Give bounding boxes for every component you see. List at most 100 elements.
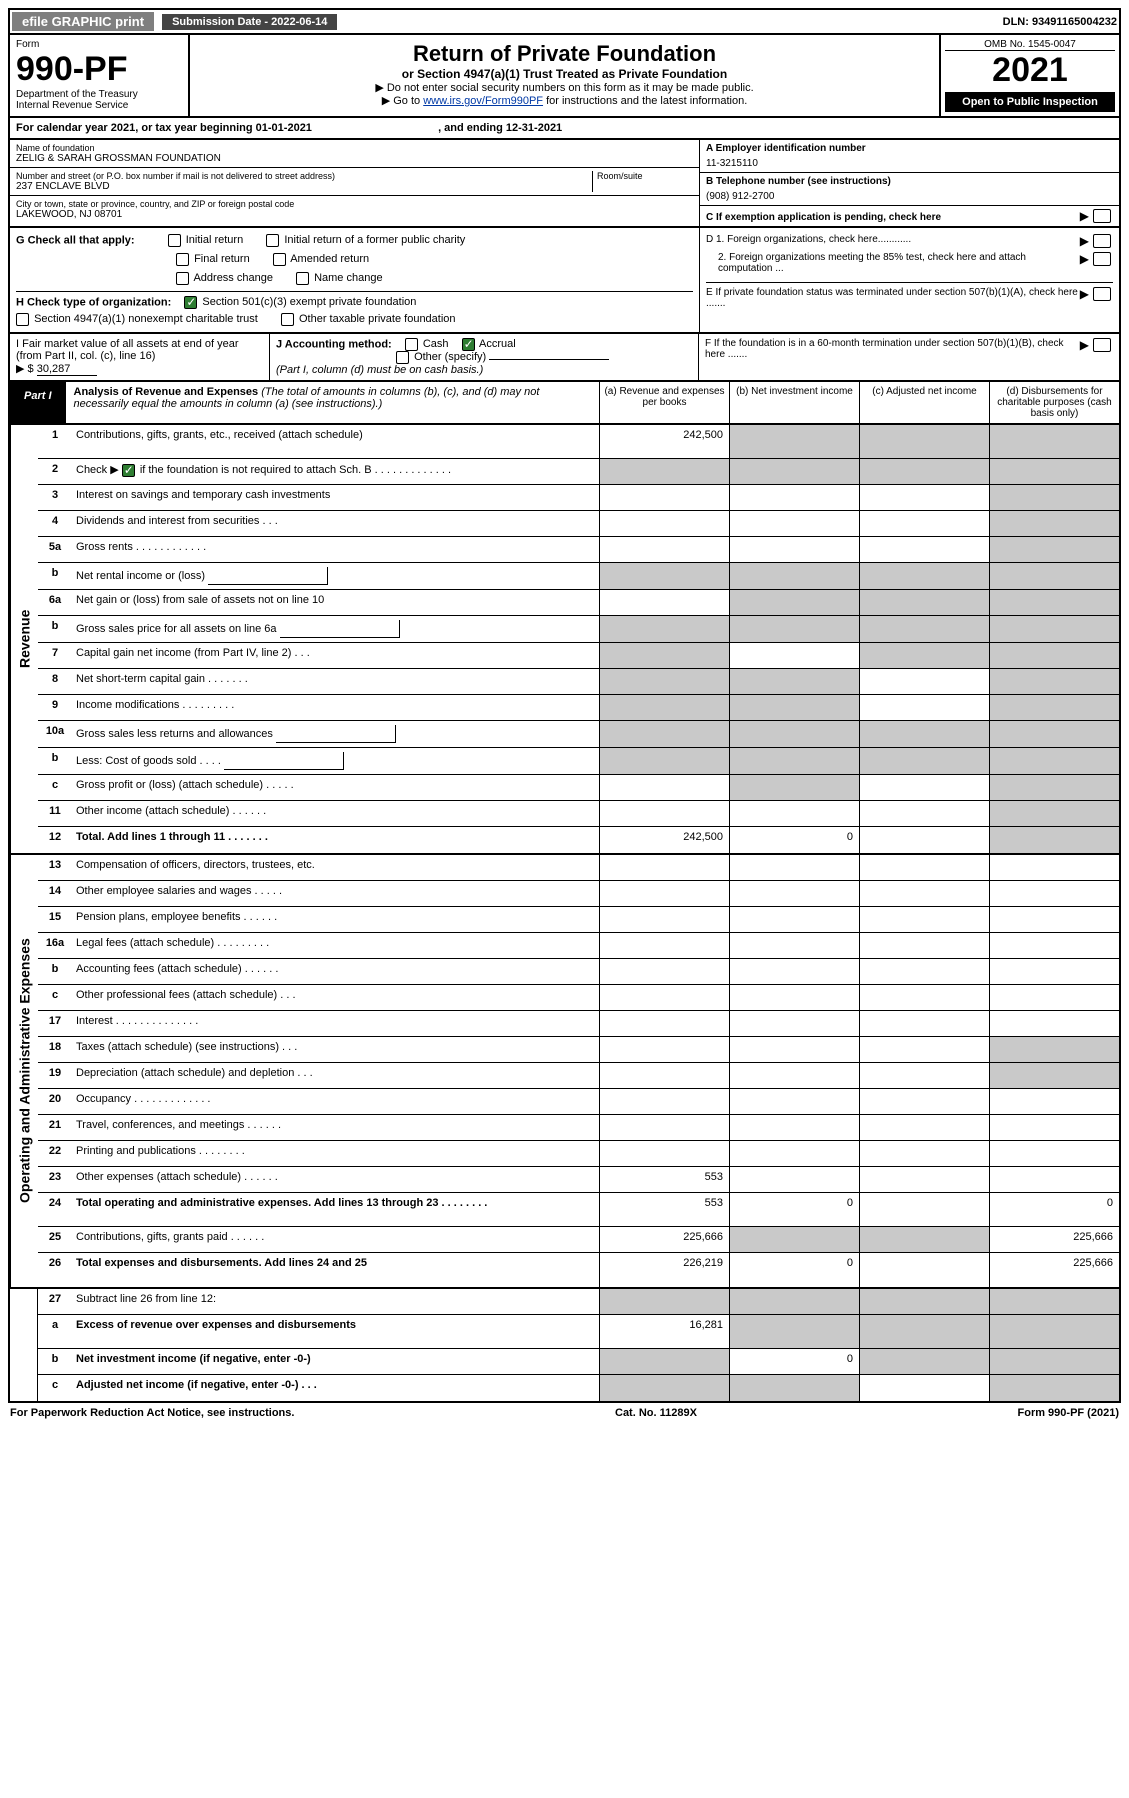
label: Printing and publications . . . . . . . … xyxy=(72,1141,599,1166)
d2-checkbox[interactable] xyxy=(1093,252,1111,266)
form-header: Form 990-PF Department of the Treasury I… xyxy=(8,35,1121,118)
label: Subtract line 26 from line 12: xyxy=(72,1289,599,1314)
cell-d xyxy=(989,1089,1119,1114)
label: Net gain or (loss) from sale of assets n… xyxy=(72,590,599,615)
arrow-icon: ▶ xyxy=(1080,338,1089,376)
cell-b xyxy=(729,1289,859,1314)
ln: 13 xyxy=(38,855,72,880)
cell-a xyxy=(599,616,729,642)
label: Excess of revenue over expenses and disb… xyxy=(72,1315,599,1348)
arrow-icon: ▶ xyxy=(1080,209,1089,223)
cell-a xyxy=(599,1037,729,1062)
cell-d xyxy=(989,459,1119,484)
ln: 9 xyxy=(38,695,72,720)
form-number: 990-PF xyxy=(16,50,182,89)
open-inspection-badge: Open to Public Inspection xyxy=(945,92,1115,112)
e-checkbox[interactable] xyxy=(1093,287,1111,301)
cell-b: 0 xyxy=(729,1193,859,1226)
cell-a xyxy=(599,1089,729,1114)
l2-pre: Check ▶ xyxy=(76,464,122,476)
cell-c xyxy=(859,537,989,562)
cell-b xyxy=(729,1011,859,1036)
501c3-checkbox[interactable] xyxy=(184,296,197,309)
line-27c: cAdjusted net income (if negative, enter… xyxy=(38,1375,1119,1401)
form-title-block: Return of Private Foundation or Section … xyxy=(190,35,939,116)
label: Less: Cost of goods sold . . . . xyxy=(72,748,599,774)
line-5a: 5aGross rents . . . . . . . . . . . . xyxy=(38,537,1119,563)
cell-c xyxy=(859,1289,989,1314)
d1-row: D 1. Foreign organizations, check here..… xyxy=(706,234,1113,248)
phone-value: (908) 912-2700 xyxy=(706,191,1113,202)
label: Gross profit or (loss) (attach schedule)… xyxy=(72,775,599,800)
ln: 21 xyxy=(38,1115,72,1140)
cell-a xyxy=(599,1289,729,1314)
initial-return-checkbox[interactable] xyxy=(168,234,181,247)
col-a-hdr: (a) Revenue and expenses per books xyxy=(599,382,729,423)
part1-title: Analysis of Revenue and Expenses xyxy=(74,386,259,398)
ein-label: A Employer identification number xyxy=(706,143,866,154)
label: Compensation of officers, directors, tru… xyxy=(72,855,599,880)
l6b: Gross sales price for all assets on line… xyxy=(76,623,277,635)
cell-c xyxy=(859,827,989,853)
note2-post: for instructions and the latest informat… xyxy=(543,95,747,107)
cell-a xyxy=(599,485,729,510)
c-checkbox[interactable] xyxy=(1093,209,1111,223)
name-change-checkbox[interactable] xyxy=(296,272,309,285)
cell-a: 225,666 xyxy=(599,1227,729,1252)
line-1: 1 Contributions, gifts, grants, etc., re… xyxy=(38,425,1119,459)
initial-former-checkbox[interactable] xyxy=(266,234,279,247)
cell-a xyxy=(599,537,729,562)
line-25: 25Contributions, gifts, grants paid . . … xyxy=(38,1227,1119,1253)
line-6a: 6aNet gain or (loss) from sale of assets… xyxy=(38,590,1119,616)
address-row: Number and street (or P.O. box number if… xyxy=(10,168,699,196)
f-checkbox[interactable] xyxy=(1093,338,1111,352)
g-row3: Address change Name change xyxy=(176,272,693,285)
label: Other expenses (attach schedule) . . . .… xyxy=(72,1167,599,1192)
cell-a xyxy=(599,511,729,536)
cell-a xyxy=(599,775,729,800)
label: Pension plans, employee benefits . . . .… xyxy=(72,907,599,932)
label: Interest . . . . . . . . . . . . . . xyxy=(72,1011,599,1036)
other-taxable-checkbox[interactable] xyxy=(281,313,294,326)
accrual-checkbox[interactable] xyxy=(462,338,475,351)
ln: 7 xyxy=(38,643,72,668)
schb-checkbox[interactable] xyxy=(122,464,135,477)
ln: c xyxy=(38,775,72,800)
cell-c xyxy=(859,1037,989,1062)
cell-d xyxy=(989,643,1119,668)
col-d-hdr: (d) Disbursements for charitable purpose… xyxy=(989,382,1119,423)
d1-checkbox[interactable] xyxy=(1093,234,1111,248)
calyear-end: 12-31-2021 xyxy=(506,122,562,134)
cell-d xyxy=(989,563,1119,589)
ln: 25 xyxy=(38,1227,72,1252)
cell-b xyxy=(729,511,859,536)
label: Travel, conferences, and meetings . . . … xyxy=(72,1115,599,1140)
ln: 2 xyxy=(38,459,72,484)
cell-a xyxy=(599,669,729,694)
room-label: Room/suite xyxy=(597,171,693,181)
cell-c xyxy=(859,511,989,536)
label: Occupancy . . . . . . . . . . . . . xyxy=(72,1089,599,1114)
address-change-checkbox[interactable] xyxy=(176,272,189,285)
cell-b xyxy=(729,643,859,668)
other-specify-checkbox[interactable] xyxy=(396,351,409,364)
cash-checkbox[interactable] xyxy=(405,338,418,351)
cell-a xyxy=(599,985,729,1010)
cell-a: 553 xyxy=(599,1193,729,1226)
cell-c xyxy=(859,855,989,880)
opt-amended: Amended return xyxy=(290,253,369,265)
part1-desc: Analysis of Revenue and Expenses (The to… xyxy=(66,382,599,423)
final-return-checkbox[interactable] xyxy=(176,253,189,266)
cell-c xyxy=(859,1167,989,1192)
4947-checkbox[interactable] xyxy=(16,313,29,326)
cell-b xyxy=(729,801,859,826)
cell-a xyxy=(599,1349,729,1374)
line-27b: bNet investment income (if negative, ent… xyxy=(38,1349,1119,1375)
cell-b xyxy=(729,775,859,800)
irs-link[interactable]: www.irs.gov/Form990PF xyxy=(423,95,543,107)
cell-a xyxy=(599,801,729,826)
footer-left: For Paperwork Reduction Act Notice, see … xyxy=(10,1407,294,1419)
amended-return-checkbox[interactable] xyxy=(273,253,286,266)
line-16a: 16aLegal fees (attach schedule) . . . . … xyxy=(38,933,1119,959)
omb-number: OMB No. 1545-0047 xyxy=(945,39,1115,51)
